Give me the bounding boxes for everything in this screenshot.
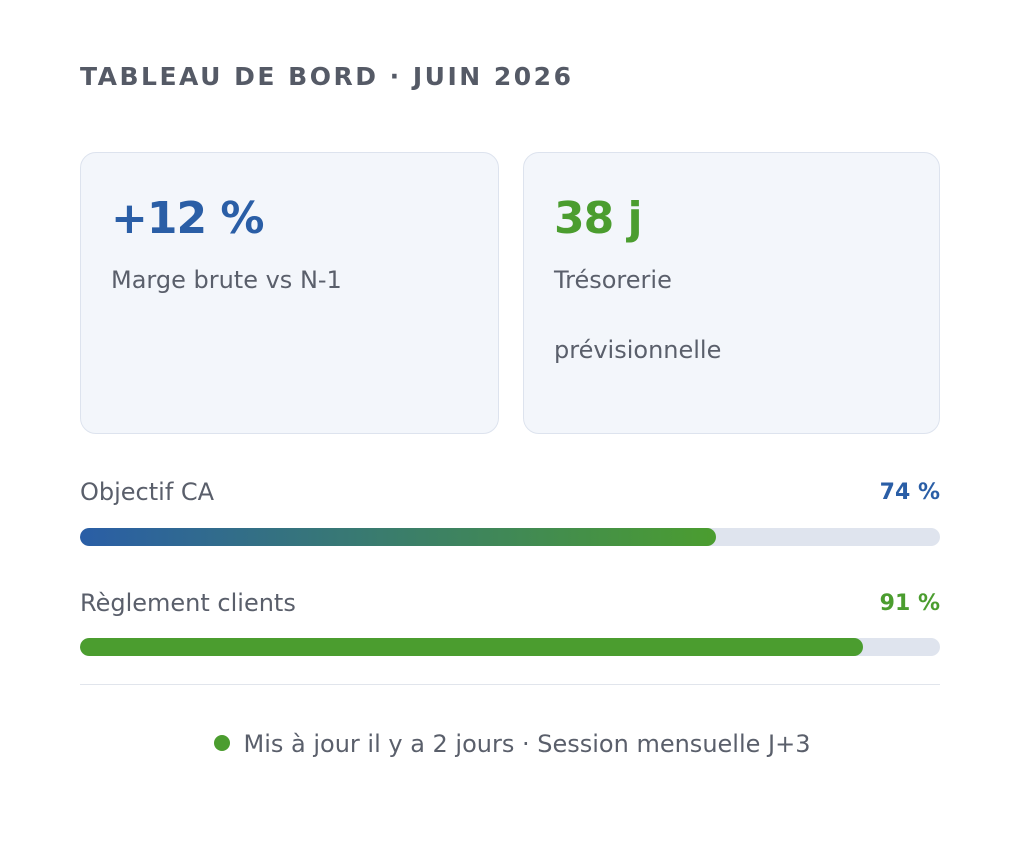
separator — [80, 684, 940, 685]
progress: Règlement clients 91 % — [80, 585, 940, 656]
progress-bar — [80, 528, 717, 546]
progress-value: 91 % — [879, 590, 940, 616]
kpi-value: 38 j — [554, 193, 643, 244]
footer-text: Mis à jour il y a 2 jours · Session mens… — [243, 730, 811, 758]
kpi-value: +12 % — [111, 193, 265, 244]
progress: Objectif CA 74 % — [80, 474, 940, 546]
progress-label: Règlement clients — [80, 589, 296, 617]
kpi-label: Trésorerie prévisionnelle — [554, 266, 722, 364]
progress-track — [80, 528, 940, 546]
progress-track — [80, 638, 940, 656]
status-dot — [213, 735, 230, 751]
progress-label: Objectif CA — [80, 478, 215, 506]
kpi-card: +12 % Marge brute vs N-1 — [80, 152, 499, 434]
progress-bar — [80, 638, 863, 656]
title: TABLEAU DE BORD · JUIN 2026 — [80, 62, 574, 91]
footer: Mis à jour il y a 2 jours · Session mens… — [0, 730, 1024, 758]
kpi-label: Marge brute vs N-1 — [111, 266, 342, 294]
progress-value: 74 % — [879, 479, 940, 505]
kpi-card: 38 j Trésorerie prévisionnelle — [523, 152, 940, 434]
